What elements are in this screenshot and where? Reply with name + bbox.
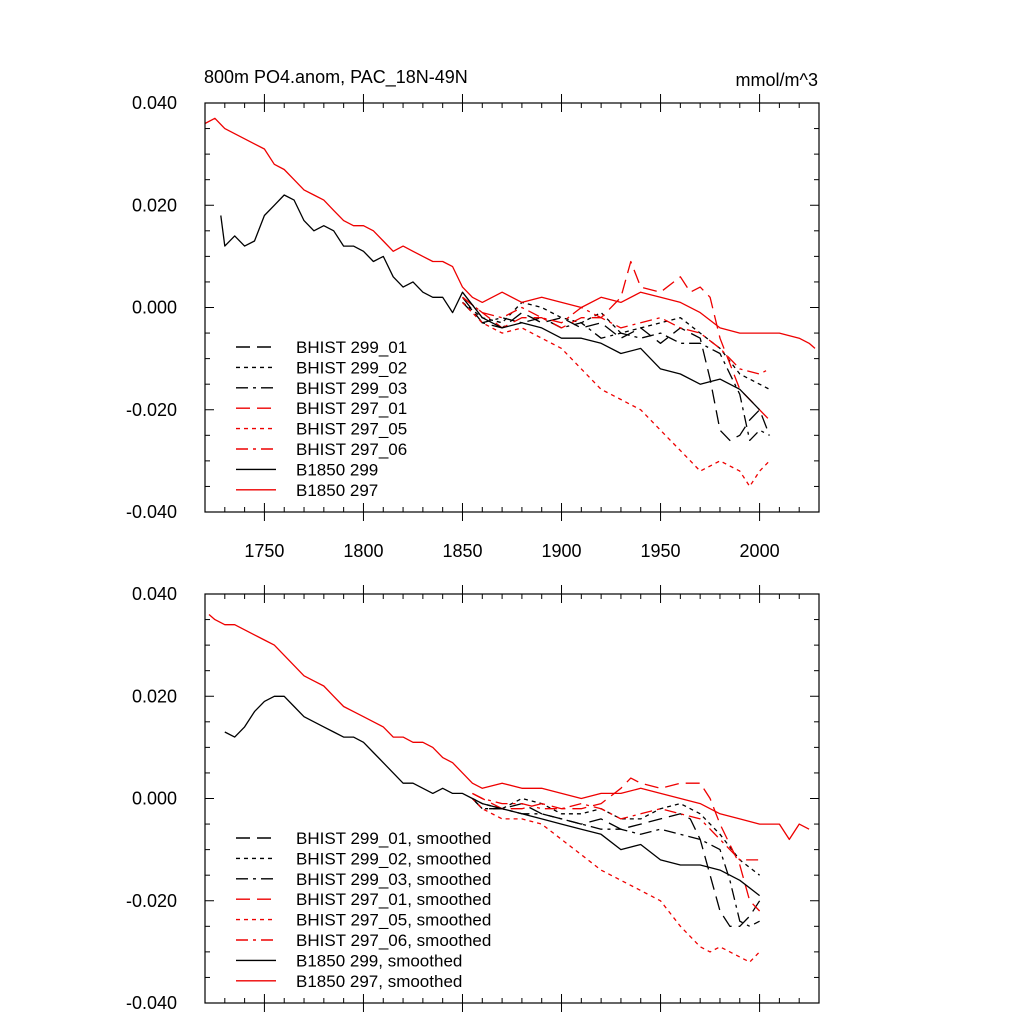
bottom-legend-label: BHIST 299_03, smoothed [296, 870, 491, 889]
bottom-series-b1850-299-smoothed [224, 695, 760, 897]
bottom-legend-label: BHIST 297_05, smoothed [296, 911, 491, 930]
top-legend-label: B1850 297 [296, 481, 378, 500]
top-x-tick-label: 1750 [244, 541, 284, 561]
bottom-series-bhist-299-01-smoothed [471, 798, 761, 927]
top-x-tick-label: 2000 [740, 541, 780, 561]
top-y-tick-label: 0.020 [132, 195, 177, 215]
bottom-series-bhist-299-02-smoothed [472, 797, 760, 876]
top-legend-label: B1850 299 [296, 460, 378, 479]
top-legend-label: BHIST 297_06 [296, 440, 407, 459]
top-legend-label: BHIST 297_01 [296, 399, 407, 418]
bottom-legend-label: BHIST 299_02, smoothed [296, 849, 491, 868]
top-legend-label: BHIST 299_01 [296, 338, 407, 357]
top-x-tick-label: 1850 [442, 541, 482, 561]
bottom-series-bhist-297-01-smoothed [472, 777, 761, 912]
top-series-b1850-299 [220, 194, 761, 411]
top-axis-ticks: -0.040 -0.020 0.000 0.020 0.040 1750 1800 1850 1… [126, 93, 820, 561]
bottom-y-tick-label: 0.040 [132, 584, 177, 604]
bottom-legend-label: BHIST 297_01, smoothed [296, 890, 491, 909]
top-legend-label: BHIST 299_03 [296, 379, 407, 398]
top-x-tick-label: 1950 [641, 541, 681, 561]
bottom-legend-label: B1850 299, smoothed [296, 951, 462, 970]
bottom-y-tick-label: 0.000 [132, 789, 177, 809]
bottom-y-tick-label: -0.040 [126, 993, 177, 1013]
bottom-series-bhist-297-05-smoothed [471, 798, 761, 963]
top-legend-label: BHIST 297_05 [296, 420, 407, 439]
top-y-tick-label: -0.040 [126, 502, 177, 522]
units-label: mmol/m^3 [736, 70, 818, 90]
bottom-series-bhist-297-06-smoothed [472, 792, 760, 861]
bottom-y-tick-label: 0.020 [132, 686, 177, 706]
top-series-bhist-297-06 [462, 296, 770, 375]
top-x-tick-label: 1800 [343, 541, 383, 561]
top-series-bhist-297-01 [462, 260, 770, 421]
bottom-series-b1850-297-smoothed [208, 614, 810, 841]
top-panel: 800m PO4.anom, PAC_18N-49N mmol/m^3 -0.0… [126, 67, 820, 561]
top-series-bhist-297-05 [462, 301, 770, 488]
top-y-tick-label: 0.040 [132, 93, 177, 113]
top-legend-label: BHIST 299_02 [296, 358, 407, 377]
top-series-bhist-299-03 [462, 301, 770, 442]
top-y-tick-label: -0.020 [126, 400, 177, 420]
chart-title: 800m PO4.anom, PAC_18N-49N [204, 67, 468, 88]
bottom-series-bhist-299-03-smoothed [471, 798, 760, 927]
bottom-series-lines [208, 614, 810, 963]
bottom-legend-label: BHIST 297_06, smoothed [296, 931, 491, 950]
bottom-legend-label: B1850 297, smoothed [296, 972, 462, 991]
top-y-tick-label: 0.000 [132, 298, 177, 318]
top-x-tick-label: 1900 [541, 541, 581, 561]
top-series-lines [204, 117, 816, 488]
top-series-b1850-297 [204, 117, 816, 349]
bottom-panel: -0.040 -0.020 0.000 0.020 0.040 BHIST 299_01… [126, 584, 820, 1013]
bottom-y-tick-label: -0.020 [126, 891, 177, 911]
bottom-legend-label: BHIST 299_01, smoothed [296, 829, 491, 848]
bottom-axis-ticks: -0.040 -0.020 0.000 0.020 0.040 [126, 584, 820, 1013]
